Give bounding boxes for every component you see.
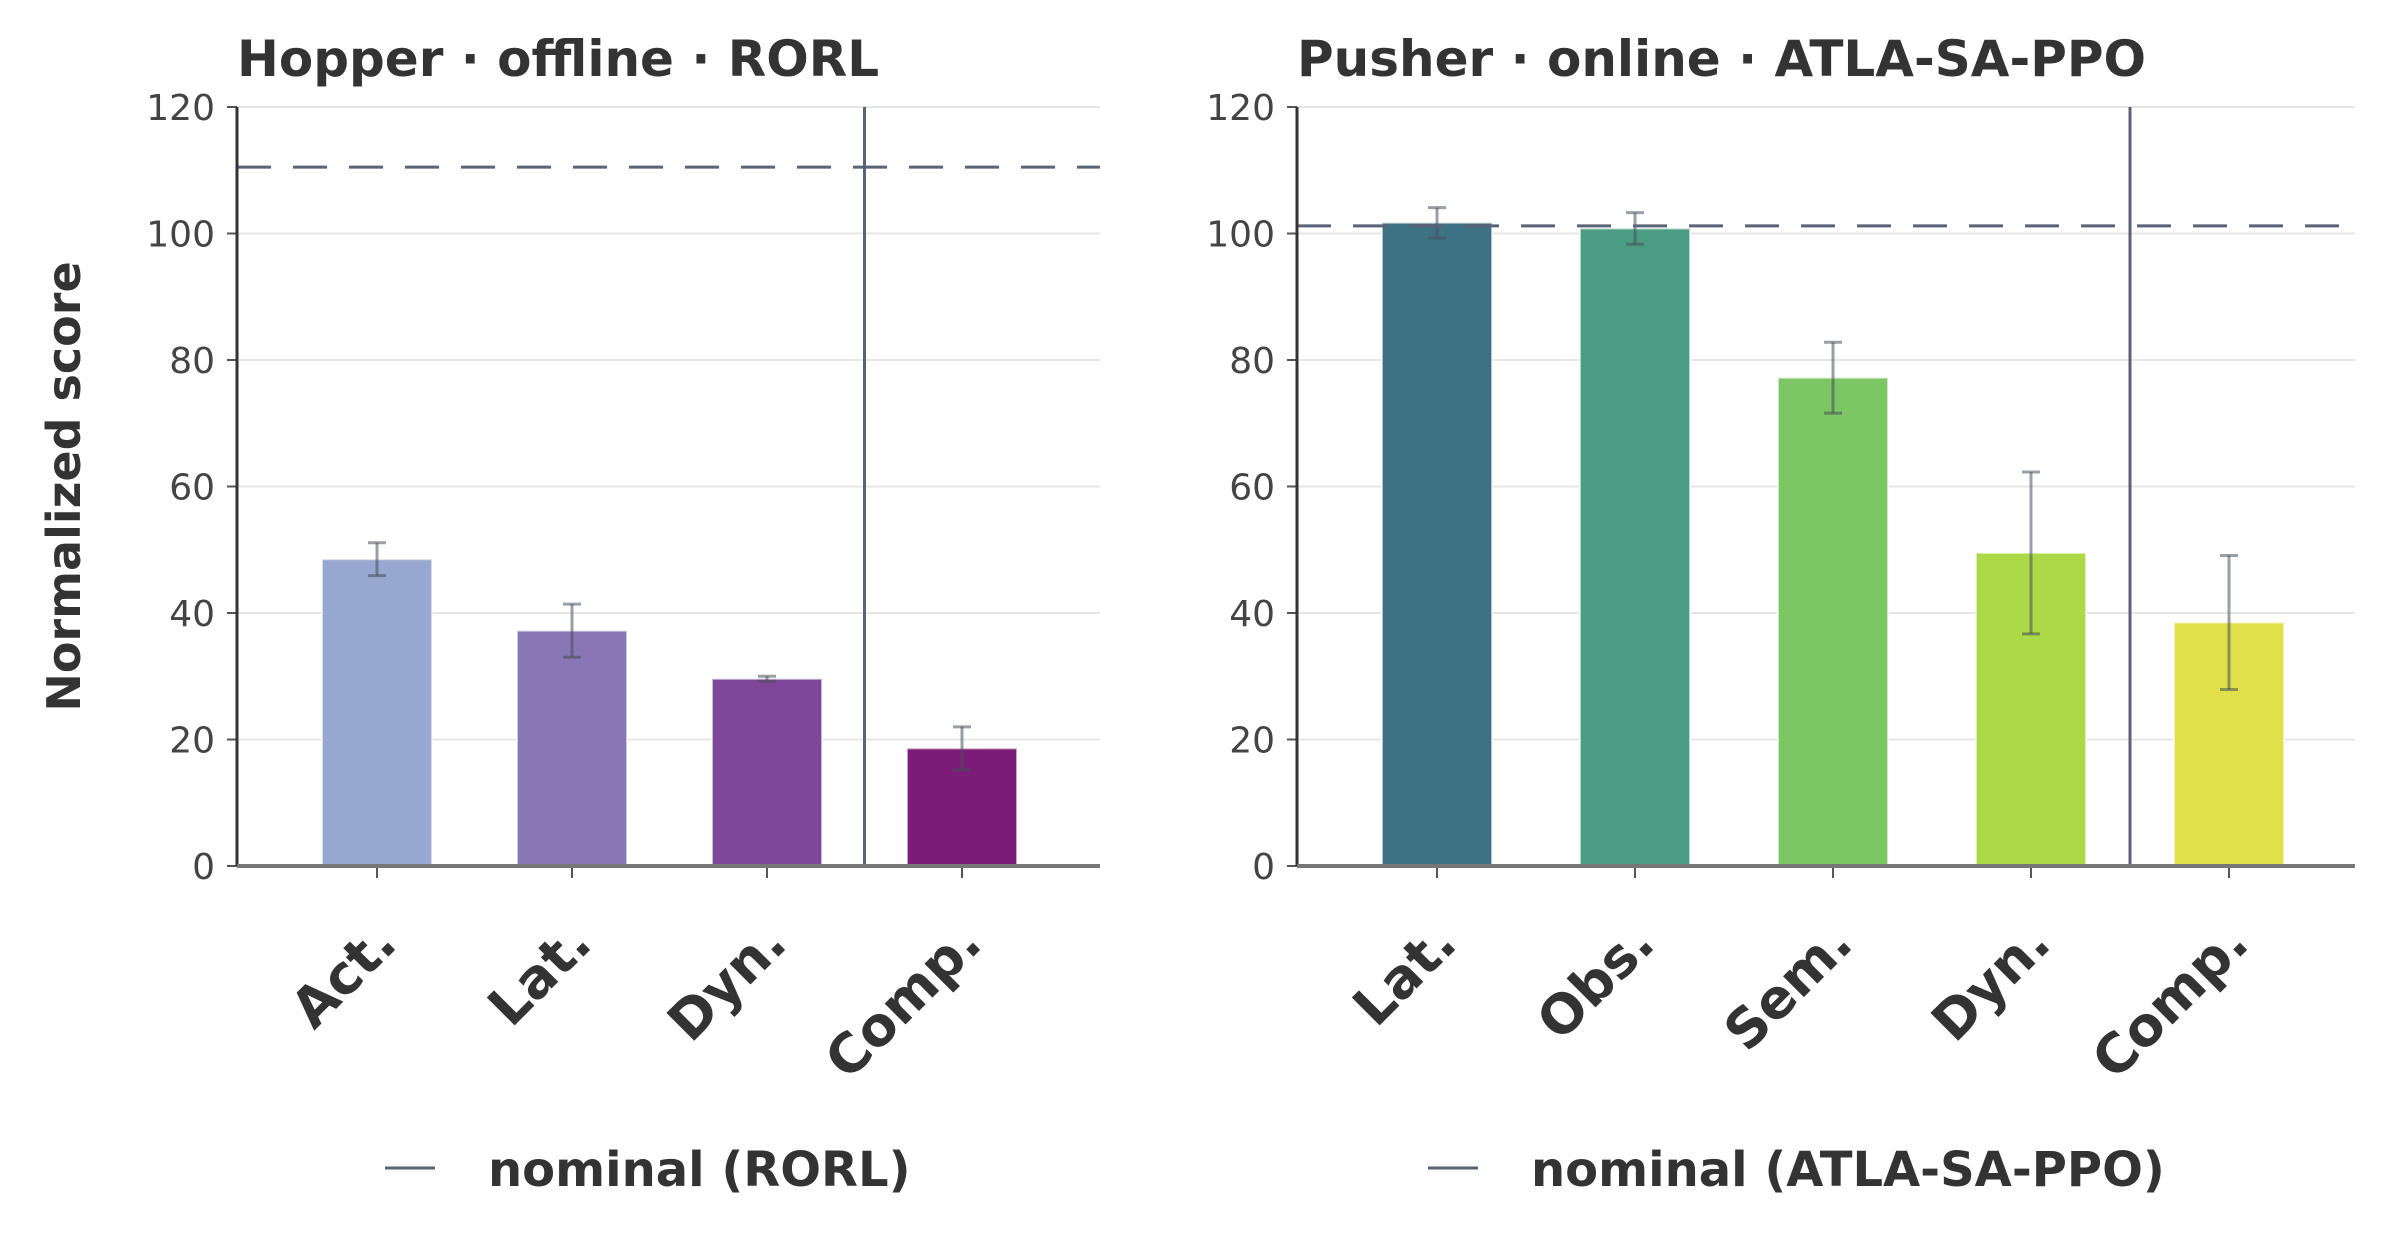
panel-2-x-tick-label: Obs. <box>1525 911 1667 1053</box>
panel-1-bar-dyn <box>711 677 823 868</box>
panel-1-y-tick-label: 20 <box>169 721 215 762</box>
panel-1-y-tick-label: 0 <box>192 847 215 888</box>
panel-1-y-tick-label: 60 <box>169 468 215 509</box>
panel-1-y-tick-label: 120 <box>146 88 215 129</box>
panel-2-y-tick-label: 40 <box>1229 594 1275 635</box>
panel-2-x-tick-label: Comp. <box>2080 911 2260 1091</box>
panel-1-x-tick-label: Act. <box>279 911 408 1041</box>
panel-1-title: Hopper · offline · RORL <box>237 30 879 88</box>
panel-2-bar-lat <box>1381 221 1493 867</box>
panel-1-y-axis-label: Normalized score <box>37 261 91 711</box>
panel-2-y-tick-label: 20 <box>1229 721 1275 762</box>
panel-2-x-tick-label: Sem. <box>1712 911 1864 1063</box>
panel-2-legend-label: nominal (ATLA-SA-PPO) <box>1531 1142 2165 1198</box>
panel-2-y-tick-label: 0 <box>1252 847 1275 888</box>
panel-1-y-tick-label: 40 <box>169 594 215 635</box>
panel-2-x-tick-label: Dyn. <box>1919 911 2062 1054</box>
panel-2-y-tick-label: 120 <box>1206 88 1275 129</box>
panel-2-y-tick-label: 60 <box>1229 468 1275 509</box>
panel-1-bar-lat <box>516 629 628 868</box>
panel-1-legend-label: nominal (RORL) <box>488 1142 911 1198</box>
panel-2-x-tick-label: Lat. <box>1341 911 1468 1038</box>
panel-2-y-tick-label: 100 <box>1206 215 1275 256</box>
panel-1-y-tick-label: 100 <box>146 215 215 256</box>
panel-1-x-tick-label: Comp. <box>813 911 993 1091</box>
panel-2-bar-obs <box>1579 227 1691 867</box>
panel-2-bar-sem <box>1777 376 1889 867</box>
panel-2-y-tick-label: 80 <box>1229 341 1275 382</box>
panel-2-title: Pusher · online · ATLA-SA-PPO <box>1297 30 2146 88</box>
panel-1-bar-act <box>321 558 433 867</box>
panel-1-x-tick-label: Dyn. <box>655 911 798 1054</box>
panel-1-x-tick-label: Lat. <box>476 911 603 1038</box>
panel-1-y-tick-label: 80 <box>169 341 215 382</box>
